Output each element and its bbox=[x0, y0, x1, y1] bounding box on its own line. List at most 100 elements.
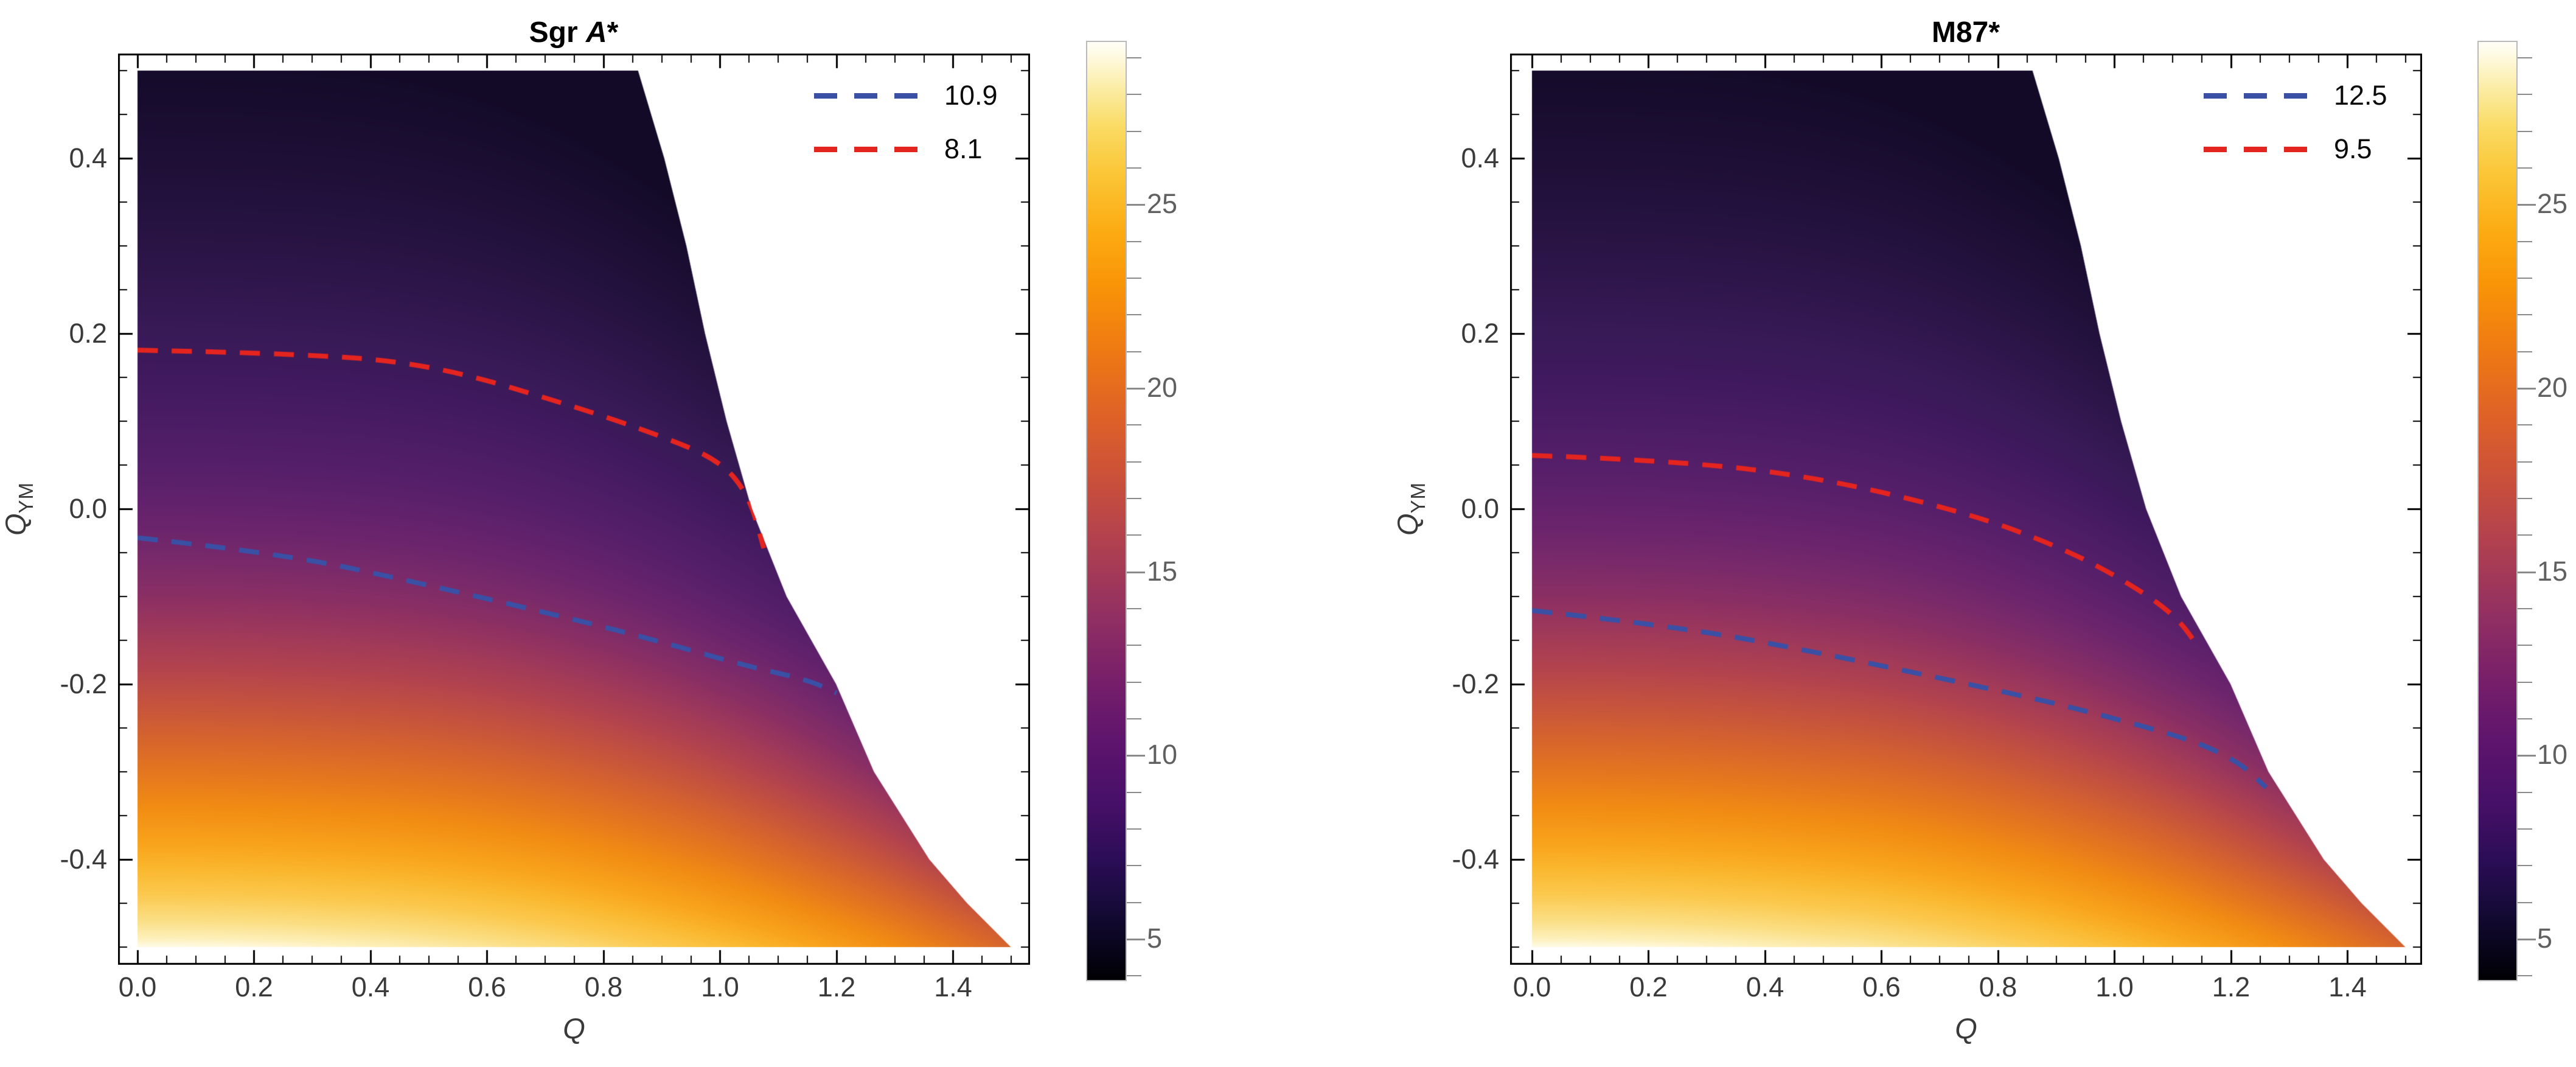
m87-plot-title: M87* bbox=[1753, 16, 2179, 49]
y-tick-label--0.4: -0.4 bbox=[60, 844, 107, 875]
colorbar-minor-tick bbox=[1127, 461, 1141, 463]
title-part: Sgr bbox=[529, 16, 586, 49]
x-tick-label-0.0: 0.0 bbox=[118, 971, 157, 1002]
colorbar-minor-tick bbox=[1127, 314, 1141, 315]
title-part: M87 bbox=[1931, 16, 1989, 49]
colorbar-minor-tick bbox=[2518, 828, 2532, 830]
sgra-legend-red-dash-swatch bbox=[814, 147, 919, 152]
colorbar-minor-tick bbox=[1127, 167, 1141, 169]
y-tick-label-0.0: 0.0 bbox=[69, 493, 107, 524]
colorbar-minor-tick bbox=[1127, 792, 1141, 793]
colorbar-tick-label-25: 25 bbox=[2537, 188, 2568, 219]
colorbar-minor-tick bbox=[1127, 608, 1141, 609]
x-tick-label-0.4: 0.4 bbox=[1746, 971, 1784, 1002]
colorbar-minor-tick bbox=[2518, 682, 2532, 683]
colorbar-minor-tick bbox=[2518, 278, 2532, 279]
colorbar-major-tick-25 bbox=[1127, 204, 1145, 206]
colorbar-minor-tick bbox=[1127, 241, 1141, 242]
colorbar-minor-tick bbox=[1127, 278, 1141, 279]
y-tick-label-0.4: 0.4 bbox=[1461, 142, 1499, 173]
x-tick-label-1.0: 1.0 bbox=[2095, 971, 2134, 1002]
m87-x-axis-label: Q bbox=[1955, 1012, 1977, 1044]
colorbar-tick-label-5: 5 bbox=[2537, 923, 2553, 954]
colorbar-major-tick-5 bbox=[2518, 939, 2536, 940]
x-tick-label-1.4: 1.4 bbox=[934, 971, 972, 1002]
colorbar-minor-tick bbox=[2518, 461, 2532, 463]
colorbar-minor-tick bbox=[1127, 498, 1141, 499]
colorbar-minor-tick bbox=[2518, 57, 2532, 58]
colorbar-minor-tick bbox=[1127, 351, 1141, 352]
colorbar-minor-tick bbox=[1127, 645, 1141, 646]
colorbar-minor-tick bbox=[2518, 424, 2532, 425]
colorbar-minor-tick bbox=[2518, 241, 2532, 242]
colorbar-minor-tick bbox=[1127, 865, 1141, 866]
colorbar-tick-label-5: 5 bbox=[1147, 923, 1163, 954]
m87-legend-red-label: 9.5 bbox=[2334, 133, 2372, 164]
y-tick-label-0.0: 0.0 bbox=[1461, 493, 1499, 524]
colorbar-minor-tick bbox=[1127, 534, 1141, 536]
x-tick-label-0.2: 0.2 bbox=[235, 971, 273, 1002]
colorbar-minor-tick bbox=[2518, 351, 2532, 352]
x-tick-label-0.6: 0.6 bbox=[468, 971, 506, 1002]
y-tick-label-0.4: 0.4 bbox=[69, 142, 107, 173]
colorbar-minor-tick bbox=[2518, 865, 2532, 866]
x-tick-label-0.8: 0.8 bbox=[584, 971, 623, 1002]
x-tick-label-1.0: 1.0 bbox=[701, 971, 739, 1002]
sgra-legend-blue-dash-swatch bbox=[814, 93, 919, 99]
colorbar-minor-tick bbox=[2518, 645, 2532, 646]
colorbar-minor-tick bbox=[2518, 131, 2532, 132]
colorbar-tick-label-15: 15 bbox=[2537, 556, 2568, 587]
colorbar-minor-tick bbox=[2518, 792, 2532, 793]
x-tick-label-0.8: 0.8 bbox=[1979, 971, 2017, 1002]
colorbar-major-tick-5 bbox=[1127, 939, 1145, 940]
colorbar-major-tick-25 bbox=[2518, 204, 2536, 206]
sgra-colorbar-gradient bbox=[1086, 41, 1127, 981]
m87-colorbar-gradient bbox=[2477, 41, 2518, 981]
x-tick-label-1.4: 1.4 bbox=[2328, 971, 2367, 1002]
m87-legend-blue-label: 12.5 bbox=[2334, 80, 2387, 111]
y-tick-label-0.2: 0.2 bbox=[1461, 318, 1499, 349]
colorbar-minor-tick bbox=[2518, 608, 2532, 609]
colorbar-major-tick-10 bbox=[2518, 755, 2536, 757]
colorbar-tick-label-20: 20 bbox=[2537, 372, 2568, 403]
colorbar-minor-tick bbox=[1127, 424, 1141, 425]
sgra-legend-red-label: 8.1 bbox=[944, 133, 983, 164]
colorbar-tick-label-20: 20 bbox=[1147, 372, 1178, 403]
m87-legend-red-dash-swatch bbox=[2204, 147, 2308, 152]
x-tick-label-1.2: 1.2 bbox=[2212, 971, 2251, 1002]
colorbar-minor-tick bbox=[1127, 682, 1141, 683]
colorbar-major-tick-15 bbox=[2518, 572, 2536, 573]
colorbar-minor-tick bbox=[1127, 902, 1141, 903]
sgra-legend-blue-label: 10.9 bbox=[944, 80, 998, 111]
colorbar-minor-tick bbox=[2518, 167, 2532, 169]
x-tick-label-1.2: 1.2 bbox=[817, 971, 856, 1002]
colorbar-minor-tick bbox=[1127, 718, 1141, 719]
sgra-x-axis-label: Q bbox=[563, 1012, 585, 1044]
colorbar-minor-tick bbox=[1127, 828, 1141, 830]
colorbar-tick-label-10: 10 bbox=[2537, 739, 2568, 770]
colorbar-minor-tick bbox=[2518, 975, 2532, 976]
y-tick-label--0.2: -0.2 bbox=[1452, 668, 1499, 699]
x-tick-label-0.6: 0.6 bbox=[1862, 971, 1901, 1002]
colorbar-minor-tick bbox=[2518, 498, 2532, 499]
m87-density-plot-canvas bbox=[1510, 54, 2422, 965]
x-tick-label-0.4: 0.4 bbox=[351, 971, 390, 1002]
title-part: * bbox=[1988, 16, 2000, 49]
colorbar-major-tick-15 bbox=[1127, 572, 1145, 573]
colorbar-minor-tick bbox=[2518, 314, 2532, 315]
colorbar-minor-tick bbox=[2518, 718, 2532, 719]
colorbar-minor-tick bbox=[1127, 57, 1141, 58]
m87-legend-blue-dash-swatch bbox=[2204, 93, 2308, 99]
colorbar-tick-label-25: 25 bbox=[1147, 188, 1178, 219]
colorbar-minor-tick bbox=[1127, 131, 1141, 132]
colorbar-minor-tick bbox=[1127, 94, 1141, 95]
colorbar-minor-tick bbox=[2518, 94, 2532, 95]
y-tick-label--0.4: -0.4 bbox=[1452, 844, 1499, 875]
colorbar-major-tick-20 bbox=[1127, 388, 1145, 390]
colorbar-tick-label-15: 15 bbox=[1147, 556, 1178, 587]
colorbar-minor-tick bbox=[1127, 975, 1141, 976]
colorbar-minor-tick bbox=[2518, 534, 2532, 536]
sgra-plot-title: Sgr A* bbox=[361, 16, 787, 49]
colorbar-major-tick-20 bbox=[2518, 388, 2536, 390]
